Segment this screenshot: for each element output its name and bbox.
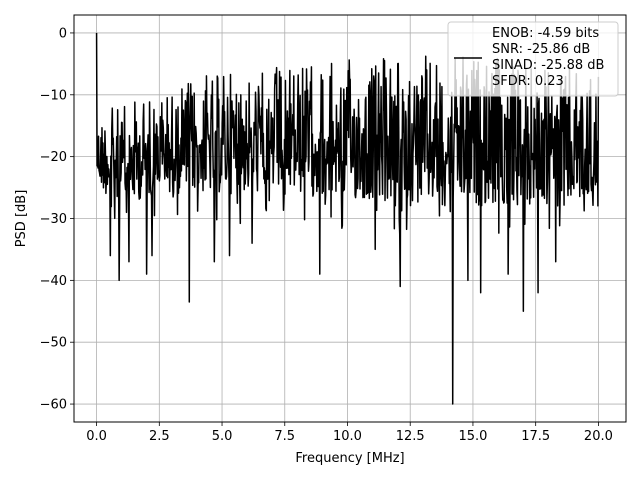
y-tick-label: −20 bbox=[40, 150, 67, 165]
x-tick-label: 10.0 bbox=[333, 429, 362, 444]
x-tick-label: 12.5 bbox=[396, 429, 425, 444]
y-axis-ticks: 0 −10 −20 −30 −40 −50 −60 bbox=[40, 26, 74, 413]
x-tick-label: 7.5 bbox=[274, 429, 295, 444]
legend: ENOB: -4.59 bits SNR: -25.86 dB SINAD: -… bbox=[447, 21, 619, 97]
y-tick-label: −40 bbox=[40, 274, 67, 289]
legend-box bbox=[447, 21, 619, 97]
legend-entry-snr: SNR: -25.86 dB bbox=[492, 42, 590, 57]
x-tick-label: 15.0 bbox=[458, 429, 487, 444]
y-tick-label: −50 bbox=[40, 336, 67, 351]
psd-series-line bbox=[95, 32, 600, 405]
legend-entry-sinad: SINAD: -25.88 dB bbox=[492, 58, 604, 73]
x-tick-label: 5.0 bbox=[212, 429, 233, 444]
x-axis-label: Frequency [MHz] bbox=[295, 451, 404, 466]
y-tick-label: 0 bbox=[59, 26, 67, 41]
y-tick-label: −30 bbox=[40, 212, 67, 227]
legend-entry-enob: ENOB: -4.59 bits bbox=[492, 26, 599, 41]
legend-entry-sfdr: SFDR: 0.23 bbox=[492, 74, 564, 89]
x-tick-label: 2.5 bbox=[149, 429, 170, 444]
y-tick-label: −60 bbox=[40, 398, 67, 413]
y-tick-label: −10 bbox=[40, 88, 67, 103]
x-tick-label: 0.0 bbox=[86, 429, 107, 444]
y-axis-label: PSD [dB] bbox=[14, 190, 29, 248]
x-tick-label: 20.0 bbox=[584, 429, 613, 444]
x-axis-ticks: 0.0 2.5 5.0 7.5 10.0 12.5 15.0 17.5 20.0 bbox=[86, 422, 613, 444]
line-layer bbox=[95, 32, 600, 405]
x-tick-label: 17.5 bbox=[521, 429, 550, 444]
